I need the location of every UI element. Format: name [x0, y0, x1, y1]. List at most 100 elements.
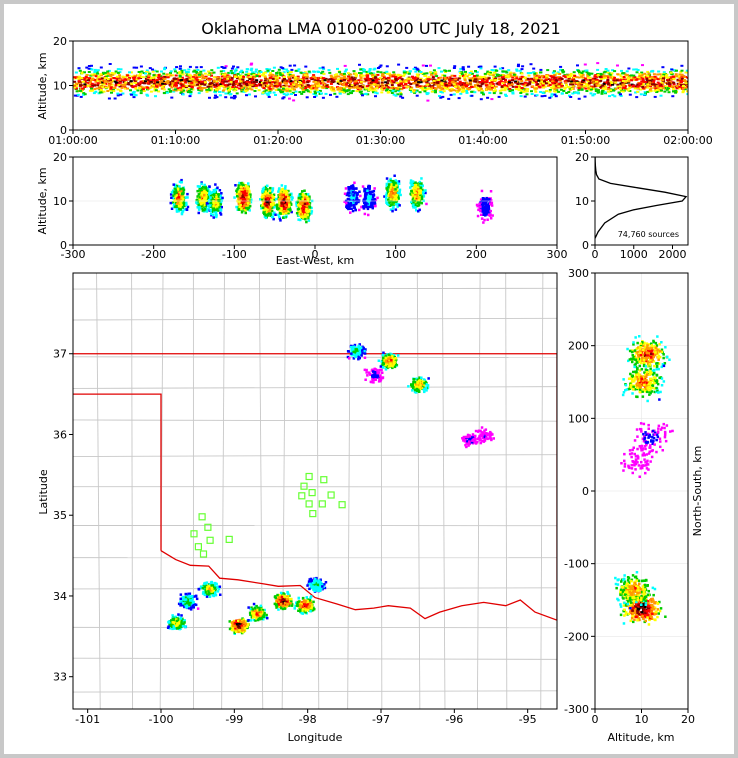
density-cell — [227, 80, 231, 83]
density-cell — [498, 89, 502, 92]
density-cell — [278, 83, 282, 86]
density-cell — [548, 90, 552, 93]
density-cell — [347, 85, 351, 87]
density-cell — [266, 69, 270, 72]
density-cell — [185, 77, 189, 80]
density-cell — [203, 183, 206, 187]
density-cell — [486, 72, 490, 75]
density-cell — [460, 72, 464, 75]
density-cell — [397, 63, 401, 66]
density-cell — [503, 86, 507, 89]
density-cell — [102, 83, 106, 86]
density-cell — [193, 79, 197, 82]
density-cell — [376, 70, 380, 73]
density-cell — [135, 66, 139, 69]
density-cell — [203, 193, 206, 197]
density-cell — [270, 206, 274, 209]
density-cell — [661, 83, 665, 86]
density-cell — [251, 71, 255, 74]
density-cell — [379, 64, 383, 67]
density-cell — [444, 81, 448, 84]
density-cell — [450, 74, 454, 77]
density-cell — [102, 77, 106, 80]
density-cell — [171, 82, 175, 85]
density-cell — [675, 87, 679, 90]
density-cell — [315, 83, 319, 86]
density-cell — [385, 65, 389, 68]
density-cell — [425, 81, 429, 84]
density-cell — [467, 87, 471, 90]
density-cell — [648, 77, 652, 80]
density-cell — [538, 83, 542, 86]
density-cell — [359, 68, 363, 71]
density-cell — [534, 78, 538, 81]
density-cell — [416, 68, 420, 71]
density-cell — [648, 81, 652, 84]
density-cell — [490, 79, 494, 82]
density-cell — [321, 85, 325, 88]
density-cell — [642, 76, 646, 79]
density-cell — [201, 201, 204, 204]
density-cell — [305, 72, 309, 75]
density-cell — [196, 83, 200, 86]
density-cell — [535, 94, 539, 97]
density-cell — [307, 70, 311, 73]
density-cell — [249, 69, 253, 72]
density-cell — [145, 81, 149, 84]
density-cell — [641, 85, 645, 88]
density-cell — [653, 77, 657, 80]
density-cell — [332, 88, 336, 91]
density-cell — [657, 82, 661, 85]
density-cell — [126, 87, 129, 90]
density-cell — [362, 68, 366, 71]
density-cell — [507, 81, 511, 84]
density-cell — [273, 199, 276, 202]
density-cell — [250, 88, 254, 91]
density-cell — [593, 93, 596, 96]
density-cell — [390, 86, 394, 89]
density-cell — [84, 75, 88, 78]
density-cell — [98, 91, 102, 94]
density-cell — [208, 87, 211, 90]
density-cell — [288, 78, 292, 81]
density-cell — [586, 86, 590, 89]
density-cell — [234, 75, 238, 78]
density-cell — [118, 74, 121, 77]
density-cell — [79, 84, 83, 87]
density-cell — [514, 80, 518, 83]
density-cell — [430, 82, 434, 85]
density-cell — [453, 74, 457, 77]
density-cell — [204, 75, 208, 78]
density-cell — [375, 87, 379, 89]
density-cell — [255, 79, 259, 82]
density-cell — [174, 81, 178, 84]
density-cell — [260, 207, 263, 210]
density-cell — [73, 83, 77, 86]
density-cell — [390, 84, 394, 87]
density-cell — [678, 85, 682, 88]
density-cell — [240, 190, 244, 194]
density-cell — [228, 83, 232, 86]
density-cell — [478, 81, 482, 84]
density-cell — [415, 78, 418, 81]
density-cell — [532, 79, 536, 81]
density-cell — [498, 78, 502, 81]
density-cell — [683, 88, 687, 91]
density-cell — [477, 77, 481, 80]
density-cell — [650, 76, 654, 78]
density-cell — [343, 78, 346, 81]
density-cell — [205, 210, 209, 213]
density-cell — [588, 82, 592, 85]
density-cell — [568, 94, 571, 97]
density-cell — [263, 76, 267, 79]
density-cell — [107, 69, 111, 72]
density-cell — [97, 76, 101, 79]
density-cell — [203, 83, 207, 86]
density-cell — [313, 83, 317, 86]
density-cell — [661, 80, 665, 83]
density-cell — [224, 73, 228, 76]
density-cell — [385, 89, 388, 92]
density-cell — [488, 85, 492, 88]
density-cell — [116, 68, 120, 71]
density-cell — [270, 84, 274, 87]
